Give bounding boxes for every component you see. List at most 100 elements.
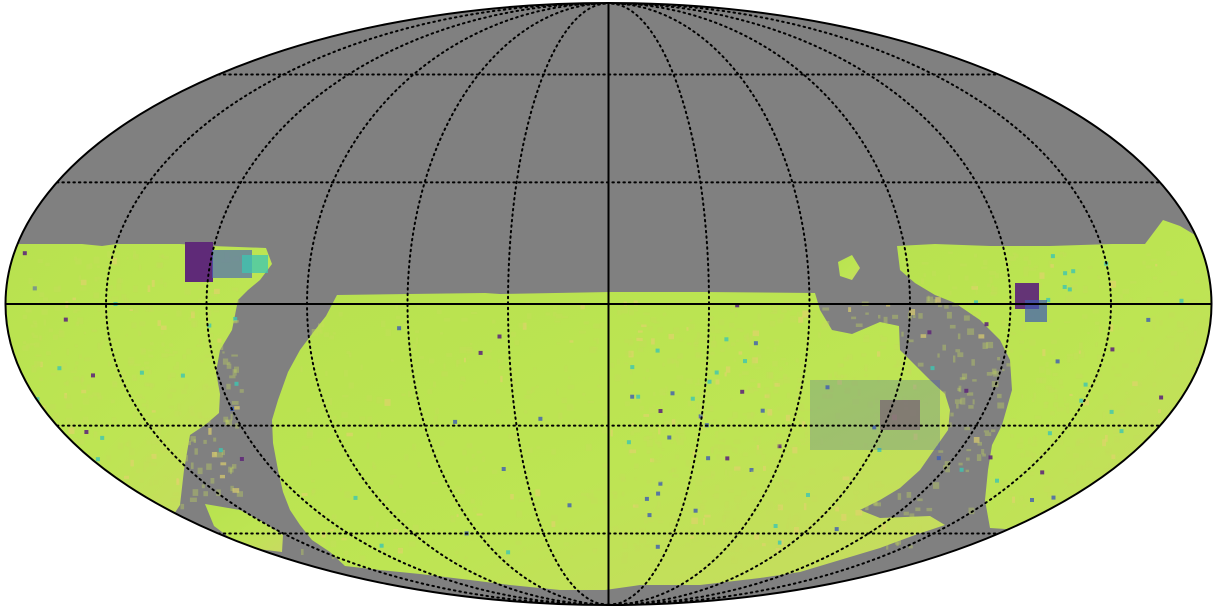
speckle-point bbox=[705, 476, 712, 479]
speckle-point bbox=[161, 448, 167, 452]
speckle-point bbox=[1114, 437, 1119, 443]
speckle-point bbox=[928, 296, 930, 301]
speckle-point bbox=[784, 489, 788, 495]
speckle-point bbox=[68, 464, 74, 470]
speckle-point bbox=[329, 398, 332, 405]
speckle-point bbox=[1010, 434, 1014, 438]
speckle-point bbox=[863, 337, 869, 342]
speckle-point bbox=[671, 391, 675, 395]
speckle-point bbox=[1166, 251, 1170, 256]
speckle-point bbox=[603, 501, 608, 505]
speckle-point bbox=[367, 395, 373, 401]
speckle-point bbox=[149, 355, 154, 358]
speckle-point bbox=[384, 496, 388, 499]
speckle-point bbox=[689, 528, 695, 532]
speckle-point bbox=[83, 417, 89, 424]
speckle-point bbox=[918, 526, 922, 532]
speckle-point bbox=[973, 311, 978, 316]
speckle-point bbox=[1093, 508, 1097, 515]
speckle-point bbox=[93, 293, 99, 299]
speckle-point bbox=[815, 311, 817, 315]
speckle-point bbox=[913, 315, 916, 318]
speckle-point bbox=[627, 440, 631, 444]
speckle-point bbox=[34, 343, 40, 348]
speckle-point bbox=[1031, 453, 1037, 457]
speckle-point bbox=[49, 440, 53, 445]
speckle-point bbox=[179, 412, 182, 416]
speckle-point bbox=[739, 427, 742, 432]
speckle-point bbox=[1000, 482, 1005, 489]
speckle-point bbox=[510, 494, 514, 499]
speckle-point bbox=[1119, 465, 1125, 472]
speckle-point bbox=[754, 534, 759, 540]
speckle-point bbox=[655, 439, 658, 443]
speckle-point bbox=[755, 367, 760, 369]
speckle-point bbox=[705, 542, 710, 547]
speckle-point bbox=[533, 368, 536, 371]
speckle-point bbox=[841, 514, 846, 521]
speckle-point bbox=[473, 508, 477, 513]
speckle-point bbox=[708, 380, 712, 384]
speckle-point bbox=[130, 309, 133, 311]
speckle-point bbox=[1099, 327, 1103, 334]
speckle-point bbox=[512, 368, 515, 373]
speckle-point bbox=[1051, 340, 1057, 344]
speckle-point bbox=[1076, 439, 1080, 446]
speckle-point bbox=[360, 416, 366, 420]
speckle-point bbox=[990, 470, 994, 476]
speckle-point bbox=[1178, 330, 1184, 332]
speckle-point bbox=[65, 395, 70, 401]
speckle-point bbox=[81, 376, 84, 382]
speckle-point bbox=[538, 417, 542, 421]
speckle-point bbox=[1178, 505, 1181, 508]
speckle-point bbox=[302, 493, 308, 496]
speckle-point bbox=[43, 298, 48, 302]
speckle-point bbox=[1037, 507, 1042, 513]
speckle-point bbox=[621, 558, 627, 563]
speckle-point bbox=[991, 429, 995, 432]
speckle-point bbox=[72, 480, 75, 485]
speckle-point bbox=[787, 393, 790, 399]
speckle-point bbox=[164, 314, 167, 316]
speckle-point bbox=[50, 404, 56, 409]
speckle-point bbox=[579, 330, 586, 333]
speckle-point bbox=[703, 518, 705, 525]
speckle-point bbox=[147, 440, 152, 445]
speckle-point bbox=[785, 362, 788, 365]
speckle-point bbox=[391, 359, 394, 362]
speckle-point bbox=[676, 376, 683, 380]
speckle-point bbox=[1057, 407, 1064, 411]
speckle-point bbox=[658, 479, 661, 482]
speckle-point bbox=[93, 257, 99, 264]
speckle-point bbox=[101, 340, 105, 344]
speckle-point bbox=[1028, 438, 1031, 445]
speckle-point bbox=[57, 366, 61, 370]
speckle-point bbox=[730, 309, 733, 312]
speckle-point bbox=[456, 360, 459, 367]
speckle-point bbox=[617, 310, 621, 315]
speckle-point bbox=[1143, 488, 1148, 493]
speckle-point bbox=[213, 310, 219, 312]
speckle-point bbox=[1084, 383, 1088, 387]
speckle-point bbox=[203, 491, 208, 496]
speckle-point bbox=[848, 307, 851, 312]
speckle-point bbox=[90, 471, 94, 474]
speckle-point bbox=[1066, 447, 1070, 454]
speckle-point bbox=[1060, 386, 1064, 389]
speckle-point bbox=[1006, 363, 1012, 366]
speckle-point bbox=[444, 318, 451, 322]
speckle-point bbox=[781, 308, 787, 313]
speckle-point bbox=[847, 355, 851, 360]
speckle-point bbox=[202, 484, 205, 488]
speckle-point bbox=[506, 550, 510, 554]
speckle-point bbox=[642, 514, 647, 518]
speckle-point bbox=[646, 369, 649, 372]
speckle-point bbox=[36, 436, 40, 440]
speckle-point bbox=[232, 401, 239, 405]
speckle-point bbox=[349, 382, 354, 388]
speckle-point bbox=[853, 460, 855, 463]
speckle-point bbox=[1021, 467, 1026, 472]
speckle-point bbox=[803, 306, 806, 308]
speckle-point bbox=[329, 335, 334, 339]
speckle-point bbox=[156, 262, 163, 267]
